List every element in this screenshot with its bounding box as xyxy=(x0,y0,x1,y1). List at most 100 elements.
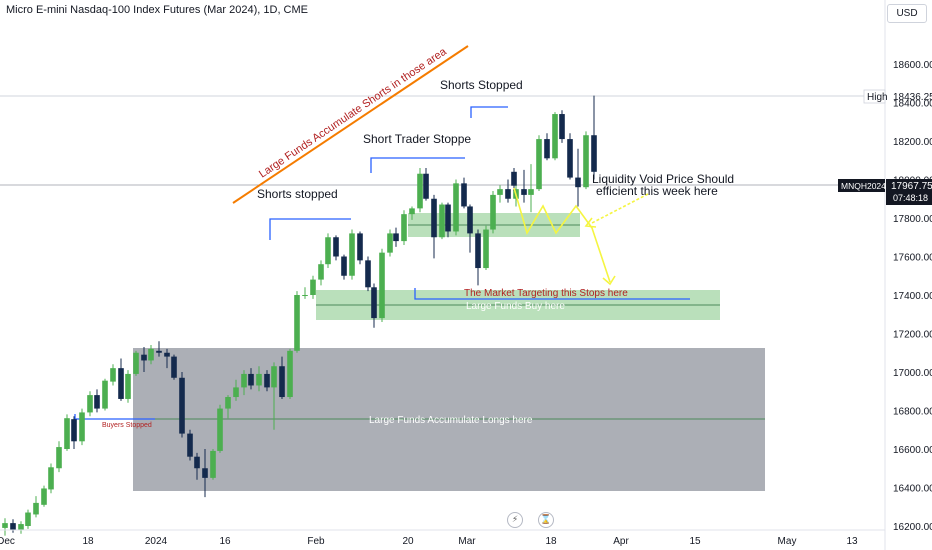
candle xyxy=(401,210,407,245)
candle xyxy=(387,229,393,257)
candle-body xyxy=(2,523,8,528)
candle-body xyxy=(310,279,316,295)
price-tick-label: 16800.00 xyxy=(893,407,932,418)
candle-body xyxy=(41,488,47,505)
price-tick-label: 17000.00 xyxy=(893,368,932,379)
high-value: 18436.25 xyxy=(893,92,932,103)
candle xyxy=(148,345,154,365)
candle xyxy=(521,169,527,203)
symbol-tag-bg xyxy=(838,179,885,192)
candle xyxy=(248,368,254,390)
candle xyxy=(528,164,534,213)
candle xyxy=(225,395,231,419)
candle-body xyxy=(431,198,437,238)
candle-body xyxy=(210,450,216,478)
candle-body xyxy=(325,237,331,265)
candle xyxy=(461,177,467,209)
time-tick-label: 15 xyxy=(689,536,701,547)
candle xyxy=(453,179,459,236)
price-axis[interactable]: 18600.0018400.0018200.0018000.0017800.00… xyxy=(838,0,932,550)
candle xyxy=(552,112,558,161)
flash-icon[interactable]: ⚡ xyxy=(507,512,523,528)
candle-body xyxy=(217,408,223,451)
candle-body xyxy=(133,352,139,374)
candle xyxy=(349,229,355,280)
candle xyxy=(536,135,542,192)
candle-body xyxy=(483,229,489,269)
market-targeting-label: The Market Targeting this Stops here xyxy=(464,288,628,299)
liquidity-void-label-2: efficient this week here xyxy=(596,184,718,198)
replay-icon[interactable]: ⌛ xyxy=(538,512,554,528)
candle-body xyxy=(371,287,377,319)
candle xyxy=(318,260,324,286)
candle-body xyxy=(125,373,131,399)
candle xyxy=(210,449,216,480)
candle-body xyxy=(187,433,193,457)
high-tag: High xyxy=(867,92,888,103)
candle xyxy=(25,509,31,529)
candle-body xyxy=(505,189,511,199)
candle xyxy=(423,167,429,201)
projection-zigzag xyxy=(513,187,611,283)
price-tick-label: 17800.00 xyxy=(893,214,932,225)
stop-lines xyxy=(74,106,690,420)
price-tick-label: 17600.00 xyxy=(893,253,932,264)
candle xyxy=(133,350,139,376)
candle-body xyxy=(194,456,200,469)
candle xyxy=(102,378,108,411)
candle-body xyxy=(528,189,534,195)
time-axis-labels: Dec 18 2024 16 Feb 20 Mar 18 Apr 15 May 13 xyxy=(0,536,858,547)
time-tick-label: Apr xyxy=(613,536,629,547)
candle xyxy=(264,370,270,392)
time-tick-label: Mar xyxy=(458,536,476,547)
time-axis[interactable]: Dec 18 2024 16 Feb 20 Mar 18 Apr 15 May 13 xyxy=(0,529,885,547)
candle-body xyxy=(461,183,467,207)
candle-body xyxy=(475,233,481,269)
time-tick-label: 18 xyxy=(545,536,557,547)
candle xyxy=(194,452,200,480)
candle xyxy=(171,354,177,380)
candle xyxy=(591,95,597,180)
candle xyxy=(475,229,481,286)
candle-body xyxy=(365,260,371,288)
price-tick-label: 16200.00 xyxy=(893,522,932,533)
candle-body xyxy=(544,139,550,159)
candle-body xyxy=(164,352,170,357)
stop-line-shorts-stopped-left xyxy=(269,218,351,240)
candle-body xyxy=(202,468,208,478)
candle-body xyxy=(497,189,503,195)
candle xyxy=(118,358,124,401)
candle-body xyxy=(591,135,597,172)
time-tick-label: Feb xyxy=(307,536,325,547)
candle xyxy=(365,256,371,292)
candle xyxy=(217,404,223,453)
symbol-tag: MNQH2024 xyxy=(841,181,886,191)
candle-body xyxy=(453,183,459,232)
candle-body xyxy=(333,237,339,257)
candle xyxy=(110,364,116,386)
candle-body xyxy=(141,354,147,361)
last-price: 17967.75 xyxy=(891,181,932,192)
candle-body xyxy=(10,523,16,530)
candle xyxy=(287,348,293,399)
candle-body xyxy=(56,447,62,469)
candle xyxy=(256,366,262,392)
candle xyxy=(18,521,24,534)
high-tag-bg xyxy=(863,89,886,104)
time-tick-label: 2024 xyxy=(145,536,168,547)
candle-body xyxy=(71,419,77,442)
candle-body xyxy=(552,114,558,159)
candle-body xyxy=(393,233,399,242)
liquidity-arrow-line xyxy=(589,193,649,225)
currency-button[interactable]: USD xyxy=(887,4,927,23)
trendline-label: Large Funds Accumulate Shorts in those a… xyxy=(257,45,449,180)
candle xyxy=(48,463,54,494)
candle xyxy=(341,254,347,280)
stop-line-shorts-stopped-top xyxy=(470,106,508,118)
time-tick-label: 13 xyxy=(846,536,858,547)
candle-body xyxy=(241,373,247,388)
candle xyxy=(379,248,385,322)
candle xyxy=(156,341,162,357)
price-tick-label: 18200.00 xyxy=(893,137,932,148)
